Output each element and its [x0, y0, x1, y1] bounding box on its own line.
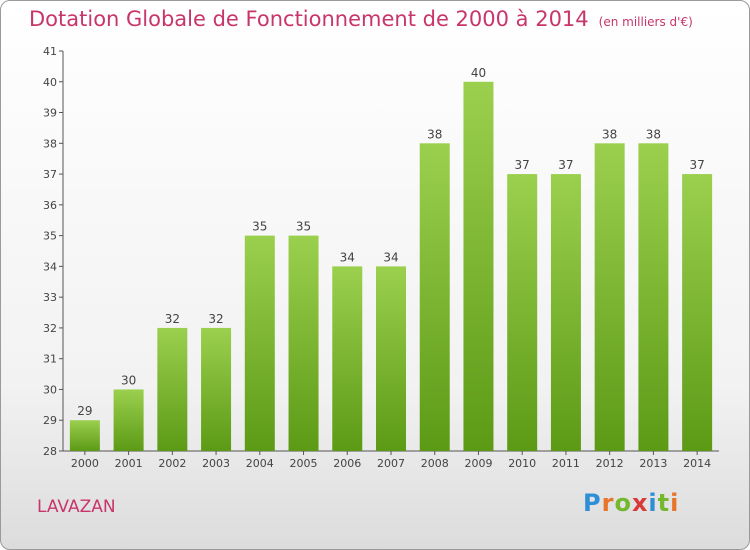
logo-letter: i	[670, 489, 680, 517]
bar-2005	[288, 235, 319, 451]
commune-name: LAVAZAN	[37, 497, 116, 517]
y-tick-label: 33	[43, 291, 57, 304]
bars	[69, 81, 713, 452]
data-label-2007: 34	[383, 250, 398, 264]
data-label-2002: 32	[165, 312, 180, 326]
bar-2004	[244, 235, 275, 451]
y-tick-label: 39	[43, 107, 57, 120]
bar-2001	[113, 389, 144, 451]
proxiti-logo: Proxiti	[583, 489, 679, 517]
y-tick-label: 38	[43, 137, 57, 150]
bar-2003	[201, 327, 232, 451]
x-tick-label: 2006	[333, 457, 361, 470]
data-label-2010: 37	[515, 158, 530, 172]
bar-2000	[69, 420, 100, 451]
x-tick-label: 2001	[115, 457, 143, 470]
logo-letter: P	[583, 489, 602, 517]
chart-title-text: Dotation Globale de Fonctionnement de 20…	[29, 7, 589, 31]
logo-letter: r	[601, 489, 615, 517]
y-tick-label: 32	[43, 322, 57, 335]
x-tick-label: 2010	[508, 457, 536, 470]
bar-2009	[463, 81, 494, 452]
data-label-2014: 37	[689, 158, 704, 172]
data-label-2001: 30	[121, 373, 136, 387]
bar-2011	[550, 174, 581, 452]
chart-title: Dotation Globale de Fonctionnement de 20…	[29, 7, 693, 31]
x-tick-label: 2012	[596, 457, 624, 470]
y-tick-label: 40	[43, 76, 57, 89]
y-tick-label: 37	[43, 168, 57, 181]
x-tick-label: 2000	[71, 457, 99, 470]
data-label-2005: 35	[296, 220, 311, 234]
data-label-2004: 35	[252, 220, 267, 234]
data-label-2006: 34	[340, 250, 355, 264]
bar-2006	[332, 266, 363, 451]
x-tick-label: 2003	[202, 457, 230, 470]
x-tick-label: 2011	[552, 457, 580, 470]
data-label-2013: 38	[646, 127, 661, 141]
y-tick-label: 36	[43, 199, 57, 212]
data-label-2012: 38	[602, 127, 617, 141]
logo-letter: o	[614, 489, 632, 517]
bar-2014	[682, 174, 713, 452]
axes: 28 29 30 31 32 33 34 35 36 37 38 39 40 41 2000 2001 2002…	[43, 45, 719, 470]
y-tick-label: 41	[43, 45, 57, 58]
y-tick-label: 29	[43, 414, 57, 427]
data-label-2000: 29	[77, 404, 92, 418]
x-tick-label: 2002	[158, 457, 186, 470]
bar-2007	[376, 266, 406, 451]
x-tick-label: 2013	[639, 457, 667, 470]
y-tick-label: 31	[43, 353, 57, 366]
x-tick-label: 2007	[377, 457, 405, 470]
logo-letter: x	[631, 489, 649, 517]
bar-2002	[157, 327, 188, 451]
data-label-2011: 37	[558, 158, 573, 172]
data-label-2009: 40	[471, 66, 486, 80]
bar-2010	[507, 174, 538, 452]
bar-2013	[638, 143, 669, 452]
y-tick-label: 35	[43, 230, 57, 243]
logo-letter: t	[657, 489, 671, 517]
y-tick-label: 28	[43, 445, 57, 458]
data-labels: 29 30 32 32 35 35 34 34 38 40 37 37 38 38 37	[77, 66, 705, 418]
x-tick-label: 2005	[290, 457, 318, 470]
logo-letter: i	[648, 489, 658, 517]
y-tick-label: 34	[43, 260, 57, 273]
data-label-2003: 32	[208, 312, 223, 326]
x-tick-label: 2009	[464, 457, 492, 470]
x-tick-label: 2014	[683, 457, 711, 470]
chart-unit: (en milliers d'€)	[598, 15, 693, 29]
x-tick-label: 2008	[421, 457, 449, 470]
bar-2008	[419, 143, 450, 452]
y-tick-label: 30	[43, 383, 57, 396]
bar-2012	[594, 143, 625, 452]
data-label-2008: 38	[427, 127, 442, 141]
x-tick-label: 2004	[246, 457, 274, 470]
